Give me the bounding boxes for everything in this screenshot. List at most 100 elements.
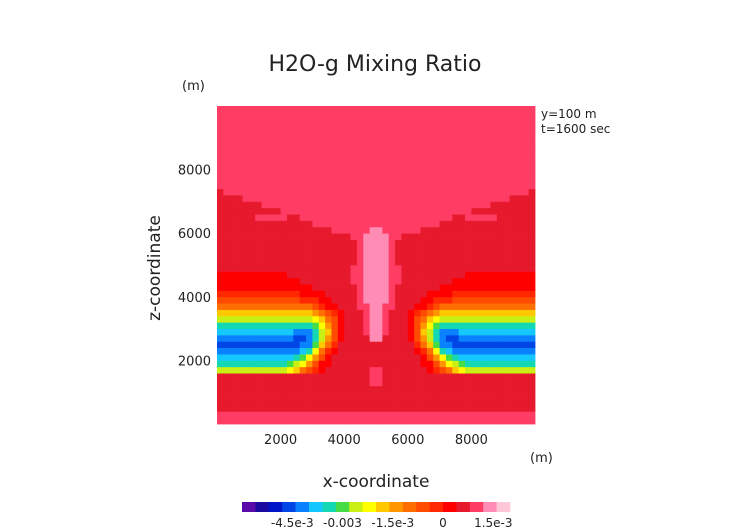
heatmap-cell [337, 385, 345, 393]
heatmap-cell [344, 252, 351, 260]
heatmap-cell [522, 137, 530, 145]
heatmap-cell [293, 392, 301, 399]
heatmap-cell [248, 175, 256, 183]
heatmap-cell [331, 201, 339, 209]
heatmap-cell [452, 131, 460, 139]
heatmap-cell [274, 315, 281, 323]
heatmap-cell [382, 125, 390, 132]
heatmap-cell [242, 341, 250, 349]
heatmap-cell [293, 220, 301, 228]
heatmap-cell [299, 169, 307, 177]
heatmap-cell [350, 290, 358, 298]
heatmap-cell [325, 360, 332, 368]
heatmap-cell [465, 398, 472, 406]
colorbar-tick-label: 0 [439, 516, 447, 530]
heatmap-cell [299, 398, 307, 406]
heatmap-cell [267, 112, 275, 120]
heatmap-cell [503, 392, 510, 399]
heatmap-cell [515, 385, 523, 393]
heatmap-cell [280, 303, 288, 310]
heatmap-cell [356, 284, 364, 291]
heatmap-cell [376, 379, 383, 387]
heatmap-cell [376, 373, 383, 380]
heatmap-cell [312, 385, 320, 393]
heatmap-cell [414, 404, 421, 412]
heatmap-cell [503, 131, 510, 139]
heatmap-cell [331, 417, 339, 425]
heatmap-cell [248, 106, 256, 113]
heatmap-cell [401, 360, 409, 368]
heatmap-cell [420, 398, 428, 406]
heatmap-cell [255, 315, 262, 323]
heatmap-cell [382, 131, 390, 139]
heatmap-cell [471, 214, 479, 221]
heatmap-cell [267, 309, 275, 317]
heatmap-cell [337, 347, 345, 355]
heatmap-cell [331, 131, 339, 139]
heatmap-cell [395, 360, 402, 368]
heatmap-cell [382, 112, 390, 120]
heatmap-cell [337, 354, 345, 361]
heatmap-cell [414, 150, 421, 158]
heatmap-cell [261, 131, 269, 139]
heatmap-cell [490, 379, 498, 387]
heatmap-cell [312, 360, 320, 368]
heatmap-cell [395, 398, 402, 406]
heatmap-cell [458, 373, 466, 380]
heatmap-cell [376, 322, 383, 329]
heatmap-cell [395, 258, 402, 266]
heatmap-cell [376, 226, 383, 234]
heatmap-cell [433, 417, 440, 425]
heatmap-cell [337, 303, 345, 310]
heatmap-cell [369, 417, 377, 425]
heatmap-cell [229, 125, 237, 132]
heatmap-cell [344, 201, 351, 209]
heatmap-cell [236, 271, 243, 279]
heatmap-cell [471, 277, 479, 285]
heatmap-cell [356, 354, 364, 361]
heatmap-cell [458, 175, 466, 183]
colorbar-swatch [376, 502, 390, 512]
heatmap-cell [471, 137, 479, 145]
heatmap-cell [522, 175, 530, 183]
heatmap-cell [350, 226, 358, 234]
heatmap-cell [306, 417, 313, 425]
heatmap-cell [242, 144, 250, 151]
heatmap-cell [407, 284, 415, 291]
heatmap-cell [350, 233, 358, 240]
heatmap-cell [496, 385, 504, 393]
heatmap-cell [465, 245, 472, 253]
heatmap-cell [490, 144, 498, 151]
heatmap-cell [503, 163, 510, 170]
heatmap-cell [515, 175, 523, 183]
heatmap-cell [401, 156, 409, 164]
heatmap-cell [420, 258, 428, 266]
heatmap-cell [255, 195, 262, 202]
heatmap-cell [267, 106, 275, 113]
heatmap-cell [414, 207, 421, 215]
heatmap-cell [445, 290, 453, 298]
heatmap-cell [306, 296, 313, 304]
heatmap-cell [401, 328, 409, 336]
colorbar-swatch [456, 502, 471, 512]
heatmap-cell [376, 137, 383, 145]
heatmap-cell [286, 125, 294, 132]
heatmap-cell [382, 341, 390, 349]
heatmap-cell [350, 188, 358, 196]
heatmap-cell [261, 277, 269, 285]
heatmap-cell [407, 150, 415, 158]
heatmap-cell [522, 214, 530, 221]
heatmap-cell [458, 354, 466, 361]
heatmap-cell [363, 265, 371, 272]
heatmap-cell [286, 156, 294, 164]
heatmap-cell [471, 284, 479, 291]
heatmap-cell [236, 392, 243, 399]
heatmap-cell [248, 303, 256, 310]
heatmap-cell [458, 182, 466, 190]
heatmap-cell [255, 106, 262, 113]
heatmap-cell [318, 207, 326, 215]
heatmap-cell [337, 112, 345, 120]
heatmap-cell [458, 347, 466, 355]
heatmap-cell [306, 144, 313, 151]
heatmap-cell [522, 341, 530, 349]
